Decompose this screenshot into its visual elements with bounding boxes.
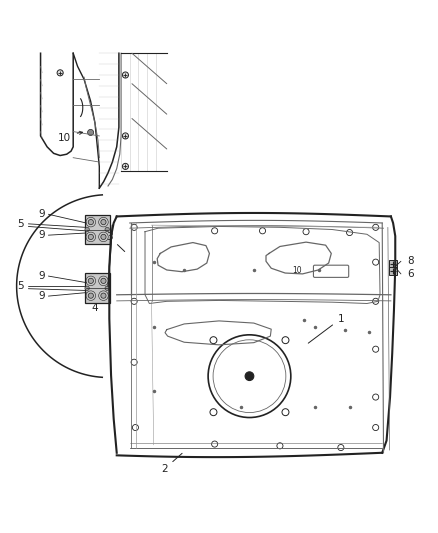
FancyBboxPatch shape xyxy=(85,273,110,303)
Text: 1: 1 xyxy=(308,314,344,343)
Circle shape xyxy=(122,72,128,78)
Text: 4: 4 xyxy=(92,303,98,313)
Text: 9: 9 xyxy=(38,291,45,301)
Text: 9: 9 xyxy=(38,271,45,281)
Circle shape xyxy=(101,235,106,239)
Circle shape xyxy=(101,278,106,284)
Circle shape xyxy=(105,286,110,290)
FancyBboxPatch shape xyxy=(389,260,397,269)
FancyBboxPatch shape xyxy=(389,266,397,275)
Text: 5: 5 xyxy=(18,219,24,229)
Circle shape xyxy=(88,293,93,298)
Circle shape xyxy=(88,130,94,135)
Circle shape xyxy=(85,228,89,232)
Text: 6: 6 xyxy=(407,269,414,279)
Text: 2: 2 xyxy=(161,453,182,474)
Text: 5: 5 xyxy=(18,281,24,291)
Text: 9: 9 xyxy=(38,230,45,240)
Text: 8: 8 xyxy=(407,256,414,266)
Text: 10: 10 xyxy=(293,266,302,276)
Circle shape xyxy=(245,372,254,381)
FancyBboxPatch shape xyxy=(85,215,110,244)
Circle shape xyxy=(88,220,93,225)
Text: 9: 9 xyxy=(38,209,45,219)
Circle shape xyxy=(122,133,128,139)
Circle shape xyxy=(85,286,89,290)
Circle shape xyxy=(88,278,93,284)
Circle shape xyxy=(122,163,128,169)
Text: 3: 3 xyxy=(106,232,125,252)
Circle shape xyxy=(105,228,110,232)
Circle shape xyxy=(57,70,63,76)
Text: 10: 10 xyxy=(58,133,71,143)
Circle shape xyxy=(101,220,106,225)
Circle shape xyxy=(88,235,93,239)
Circle shape xyxy=(101,293,106,298)
